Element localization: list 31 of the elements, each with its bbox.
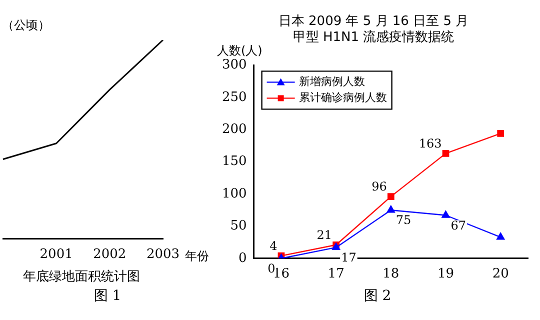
caption: 图 1 <box>92 287 122 305</box>
y-tick-label: 100 <box>222 186 247 202</box>
legend-label: 累计确诊病例人数 <box>298 91 387 104</box>
y-tick-label: 50 <box>230 218 247 234</box>
x-tick-label: 19 <box>437 266 454 282</box>
chart-title: 日本 2009 年 5 月 16 日至 5 月 <box>278 14 469 30</box>
x-tick-label: 18 <box>382 266 400 282</box>
data-label: 67 <box>450 218 466 232</box>
x-tick-label: 2001 <box>40 246 73 262</box>
y-tick-label: 250 <box>222 90 247 105</box>
x-tick-label: 20 <box>492 266 509 282</box>
data-label: 96 <box>372 180 387 194</box>
data-label: 21 <box>316 228 332 242</box>
y-tick-label: 300 <box>222 58 247 73</box>
data-label: 75 <box>396 213 412 228</box>
x-tick-label: 2003 <box>146 246 180 262</box>
legend-label: 新增病例人数 <box>298 75 365 88</box>
text: 年底绿地面积统计图 <box>23 270 140 285</box>
x-axis-title: 年份 <box>185 248 209 263</box>
x-tick-label: 17 <box>328 266 344 282</box>
y-axis-title: （公顷） <box>2 18 50 32</box>
y-tick-label: 150 <box>222 154 247 170</box>
y-tick-label: 0 <box>238 250 247 266</box>
y-tick-label: 200 <box>222 122 247 137</box>
data-label: 0 <box>268 262 276 276</box>
data-label: 4 <box>270 238 278 253</box>
x-tick-label: 2002 <box>93 246 126 262</box>
y-axis-title: 人数(人) <box>217 43 262 58</box>
data-label: 163 <box>418 136 442 151</box>
caption: 图 2 <box>362 287 392 305</box>
chart-subtitle: 甲型 H1N1 流感疫情数据统 <box>292 28 454 45</box>
